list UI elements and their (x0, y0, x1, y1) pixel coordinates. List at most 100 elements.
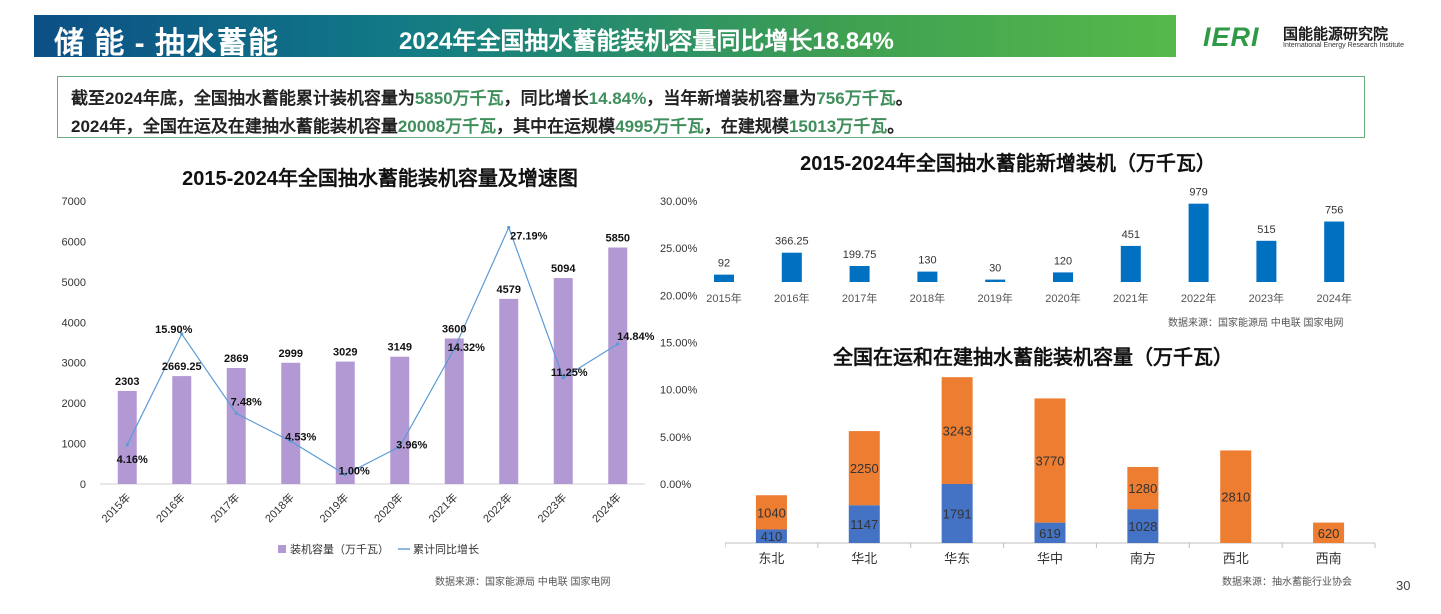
growth-label: 4.53% (285, 431, 316, 443)
stack-bar-operating (1034, 522, 1066, 543)
bar (553, 278, 573, 484)
bar (390, 356, 410, 484)
y-tick-label: 2000 (62, 398, 86, 410)
stack-label-operating: 1028 (1128, 519, 1157, 534)
chart1-source: 数据来源：国家能源局 中电联 国家电网 (435, 577, 611, 588)
y-tick-label: 1000 (62, 439, 86, 451)
growth-point (289, 439, 293, 443)
stack-label-construction: 620 (1318, 526, 1340, 541)
x-tick-label: 2019年 (977, 291, 1012, 305)
bar (1053, 272, 1073, 282)
bar (608, 247, 628, 484)
stack-label-construction: 1040 (757, 505, 786, 520)
growth-label: 15.90% (155, 324, 193, 336)
growth-line (126, 225, 619, 476)
bar-label: 5850 (606, 232, 630, 244)
logo-cn: 国能能源研究院 (1283, 26, 1389, 43)
headline: 2024年全国抽水蓄能装机容量同比增长18.84% (399, 28, 894, 55)
y-tick-label: 3000 (62, 358, 86, 370)
legend-bar-label: 装机容量（万千瓦） (290, 542, 389, 556)
bar (1120, 245, 1141, 282)
bar (985, 279, 1006, 282)
y-tick-label: 5000 (62, 277, 86, 289)
bar-label: 451 (1122, 229, 1140, 241)
bar (1324, 221, 1345, 282)
growth-point (452, 347, 456, 351)
bar-label: 3600 (442, 323, 466, 335)
bar-label: 2999 (279, 348, 303, 360)
growth-label: 1.00% (339, 466, 370, 478)
y2-tick-label: 5.00% (660, 432, 691, 444)
x-tick-label: 2018年 (262, 490, 297, 525)
capacity-growth-chart: 2015-2024年全国抽水蓄能装机容量及增速图 0 1000 2000 3000 400… (62, 166, 698, 556)
stack-label-construction: 3243 (943, 424, 972, 439)
x-tick-label: 西北 (1223, 551, 1249, 566)
growth-point (507, 225, 511, 230)
x-tick-label: 2022年 (480, 490, 515, 525)
y2-tick-label: 15.00% (660, 338, 698, 350)
growth-point (398, 445, 402, 449)
bar-label: 92 (718, 258, 730, 270)
growth-label: 7.48% (231, 396, 262, 408)
summary-highlight: 15013万千瓦 (788, 117, 888, 136)
bar-label: 2869 (224, 353, 248, 365)
bar-label: 4579 (497, 284, 521, 296)
x-tick-label: 华北 (851, 551, 877, 566)
x-tick-label: 2024年 (589, 490, 624, 525)
stack-bar-operating (755, 529, 787, 543)
x-tick-label: 2020年 (1045, 291, 1080, 305)
x-tick-label: 2023年 (534, 490, 569, 525)
x-tick-label: 2021年 (425, 490, 460, 525)
x-tick-label: 南方 (1130, 551, 1156, 566)
new-capacity-chart: 2015-2024年全国抽水蓄能新增装机（万千瓦） 92 2015年 366.25 20… (706, 151, 1352, 305)
stack-bar-operating (941, 484, 973, 543)
bar (281, 362, 301, 484)
bar (172, 376, 192, 484)
x-tick-label: 2016年 (774, 291, 809, 305)
bar (1188, 203, 1209, 282)
y2-tick-label: 0.00% (660, 479, 691, 491)
bar-label: 30 (989, 263, 1001, 275)
growth-point (125, 443, 129, 447)
x-tick-label: 西南 (1316, 551, 1342, 566)
bar-label: 2669.25 (162, 361, 202, 373)
y-tick-label: 7000 (62, 196, 86, 208)
chart-title: 2015-2024年全国抽水蓄能新增装机（万千瓦） (800, 151, 1216, 175)
x-tick-label: 2021年 (1113, 291, 1148, 305)
x-tick-label: 东北 (758, 551, 784, 566)
summary-line-2: 2024年，全国在运及在建抽水蓄能装机容量20008万千瓦，其中在运规模4995… (71, 112, 904, 137)
x-tick-label: 2018年 (910, 291, 945, 305)
stack-bar-construction (755, 495, 787, 530)
summary-highlight: 20008万千瓦 (397, 117, 497, 136)
bar (849, 266, 870, 282)
bar (226, 368, 246, 484)
chart-title: 全国在运和在建抽水蓄能装机容量（万千瓦） (832, 345, 1233, 369)
stack-bar-construction (848, 431, 880, 506)
bar-label: 120 (1054, 255, 1072, 267)
bar-label: 756 (1325, 205, 1343, 217)
summary-text: 截至2024年底，全国抽水蓄能累计装机容量为 (71, 89, 415, 108)
regional-capacity-chart: 全国在运和在建抽水蓄能装机容量（万千瓦） 410 1040 东北 1147 2250 华北 1… (725, 345, 1376, 566)
logo-en: International Energy Research Institute (1283, 42, 1405, 49)
growth-label: 14.84% (617, 331, 655, 343)
y-tick-label: 4000 (62, 317, 86, 329)
bar (1256, 240, 1277, 282)
x-tick-label: 2015年 (706, 291, 741, 305)
summary-box: 截至2024年底，全国抽水蓄能累计装机容量为5850万千瓦，同比增长14.84%… (57, 76, 1365, 138)
bar (117, 390, 137, 484)
summary-text: ，在建规模 (703, 117, 789, 136)
header-banner: 储 能 - 抽水蓄能 2024年全国抽水蓄能装机容量同比增长18.84% (34, 15, 1176, 60)
stack-label-construction: 3770 (1036, 454, 1065, 469)
legend-bar-swatch (278, 545, 286, 553)
summary-highlight: 14.84% (588, 89, 647, 108)
stack-bar-operating (1127, 509, 1159, 543)
stack-bar-construction (1313, 522, 1345, 543)
summary-text: ，当年新增装机容量为 (646, 89, 817, 108)
stack-label-operating: 1791 (943, 507, 972, 522)
growth-point (180, 332, 184, 336)
bar-label: 130 (918, 255, 936, 267)
bar-label: 199.75 (843, 249, 877, 261)
growth-label: 14.32% (448, 342, 486, 354)
y2-tick-label: 20.00% (660, 290, 698, 302)
bar-label: 3029 (333, 347, 357, 359)
